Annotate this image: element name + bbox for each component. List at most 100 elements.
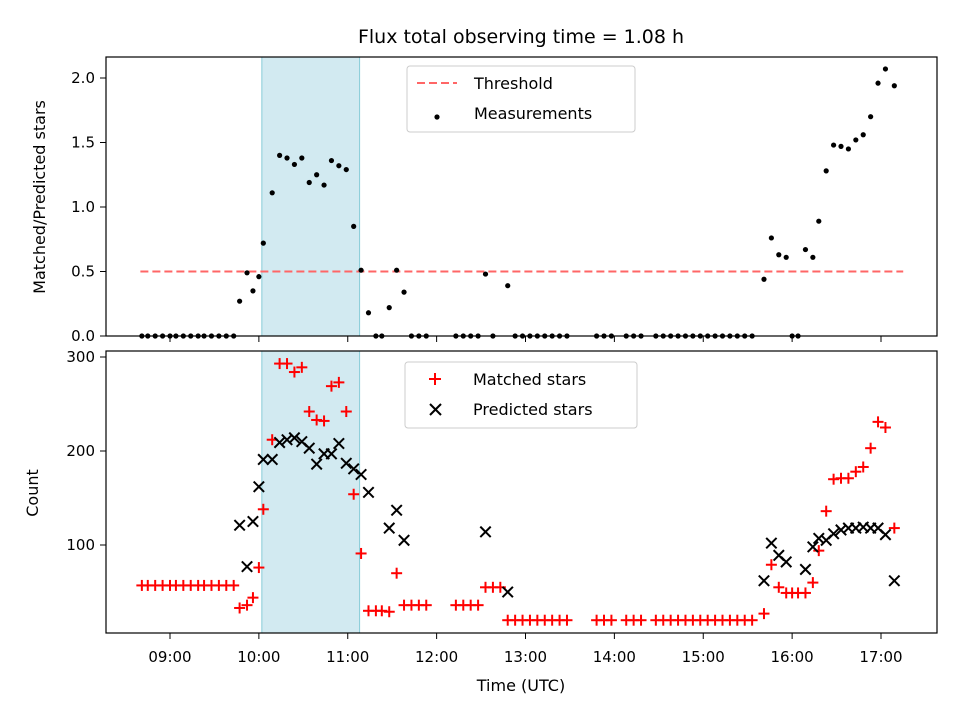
predicted-star-point (332, 437, 345, 450)
predicted-star-point (257, 453, 270, 466)
predicted-star-point (247, 515, 259, 528)
measurement-point (505, 283, 511, 289)
measurement-point (401, 289, 407, 295)
predicted-star-point (758, 574, 770, 587)
measurement-point (768, 235, 774, 241)
predicted-star-point (303, 442, 316, 455)
matched-star-point (296, 361, 308, 373)
matched-star-point (281, 358, 293, 370)
measurement-point (875, 80, 881, 86)
matched-stars-points (136, 358, 900, 626)
matched-star-point (758, 608, 770, 620)
predicted-star-point (362, 486, 375, 499)
matched-star-point (799, 587, 811, 599)
measurement-point (810, 254, 816, 260)
measurement-point (365, 310, 372, 316)
predicted-star-point (241, 560, 253, 573)
matched-star-point (303, 406, 315, 418)
predicted-star-point (355, 468, 367, 481)
top-y-tick-label: 0.0 (71, 327, 95, 345)
measurement-point (250, 288, 256, 294)
matched-star-point (813, 545, 825, 557)
matched-star-point (420, 599, 432, 611)
top-legend: Threshold Measurements (406, 65, 636, 133)
predicted-star-point (879, 528, 892, 541)
measurement-point (783, 254, 789, 260)
top-y-tick-label: 1.5 (71, 134, 95, 152)
matched-star-point (765, 559, 777, 571)
top-y-ticks: 0.0 0.5 1.0 1.5 2.0 (71, 69, 106, 345)
matched-star-point (807, 577, 819, 589)
predicted-star-point (888, 574, 901, 587)
predicted-star-point (765, 537, 778, 550)
x-tick-label: 10:00 (237, 648, 280, 666)
measurement-point (776, 252, 782, 258)
predicted-star-point (501, 586, 514, 598)
legend-threshold-label: Threshold (473, 74, 553, 93)
legend-matched-label: Matched stars (473, 370, 586, 389)
measurement-point (328, 157, 335, 164)
bottom-y-tick-label: 200 (66, 442, 95, 460)
top-shaded-interval (261, 56, 361, 337)
matched-star-point (355, 547, 367, 559)
predicted-star-point (273, 436, 286, 449)
matched-star-point (325, 380, 337, 392)
matched-star-point (247, 592, 259, 604)
predicted-star-point (383, 522, 396, 534)
matched-star-point (746, 614, 758, 626)
measurement-point (358, 267, 364, 273)
matched-star-point (879, 422, 891, 433)
measurement-point (761, 276, 767, 282)
matched-star-point (333, 376, 345, 388)
predicted-star-point (799, 563, 812, 576)
measurement-point (277, 152, 283, 158)
matched-star-point (561, 614, 573, 626)
measurement-point (838, 143, 844, 149)
measurement-point (336, 163, 342, 169)
matched-star-point (472, 599, 484, 611)
x-tick-label: 12:00 (415, 648, 458, 666)
predicted-star-point (390, 504, 403, 517)
measurement-point (244, 270, 250, 276)
matched-star-point (391, 567, 403, 579)
matched-star-point (257, 503, 269, 515)
measurement-point (831, 142, 837, 148)
measurement-point (891, 83, 897, 89)
measurement-point (299, 155, 305, 161)
legend-predicted-label: Predicted stars (473, 400, 593, 419)
x-tick-label: 17:00 (859, 648, 902, 666)
x-tick-label: 13:00 (504, 648, 547, 666)
matched-star-point (635, 614, 647, 626)
matched-star-point (820, 505, 832, 517)
measurement-point (845, 146, 852, 152)
predicted-star-point (233, 519, 246, 532)
matched-star-point (253, 562, 265, 574)
measurement-point (860, 132, 866, 138)
measurement-point (306, 179, 312, 186)
matched-star-point (318, 415, 330, 427)
measurement-point (351, 223, 357, 229)
matched-star-point (241, 599, 253, 611)
matched-star-point (842, 472, 854, 484)
top-y-tick-label: 0.5 (71, 263, 95, 281)
chart-title: Flux total observing time = 1.08 h (358, 26, 684, 48)
predicted-star-point (398, 534, 410, 547)
matched-star-point (773, 581, 785, 593)
top-y-axis-label: Matched/Predicted stars (30, 100, 49, 294)
matched-star-point (228, 579, 240, 591)
bottom-legend: Matched stars Predicted stars (404, 361, 638, 429)
predicted-stars-points (233, 431, 901, 598)
matched-star-point (888, 522, 900, 534)
bottom-plot-frame (105, 350, 938, 634)
measurement-point (386, 305, 392, 311)
measurement-point (284, 155, 290, 161)
bottom-shaded-interval (261, 350, 361, 634)
predicted-star-point (310, 458, 323, 471)
legend-measurements-label: Measurements (474, 104, 592, 123)
measurement-point (321, 182, 327, 188)
measurement-point (269, 190, 275, 196)
top-y-tick-label: 1.0 (71, 198, 95, 216)
measurement-point (882, 66, 889, 72)
measurement-point (237, 298, 243, 304)
bottom-x-ticks: 09:00 10:00 11:00 12:00 13:00 14:00 15:00 16:00… (148, 633, 903, 666)
